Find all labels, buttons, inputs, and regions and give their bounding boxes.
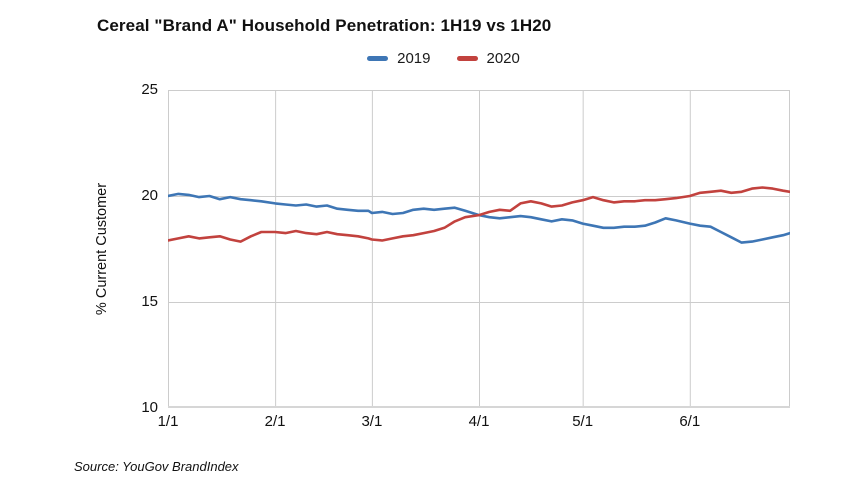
plot-area (166, 90, 792, 408)
x-tick-label: 3/1 (361, 413, 383, 430)
x-tick-label: 2/1 (264, 413, 286, 430)
legend-swatch-2020 (456, 55, 478, 61)
x-tick-label: 6/1 (679, 413, 701, 430)
y-tick-label: 10 (141, 399, 158, 416)
x-tick-label: 4/1 (468, 413, 490, 430)
legend-item-2020: 2020 (456, 49, 520, 67)
series-2020-line (166, 186, 792, 243)
y-tick-label: 15 (141, 293, 158, 310)
legend-item-2019: 2019 (367, 49, 431, 67)
x-axis-tick-labels: 1/1 2/1 3/1 4/1 5/1 6/1 (158, 413, 790, 433)
x-tick-label: 5/1 (572, 413, 594, 430)
legend-label-2019: 2019 (397, 49, 431, 67)
y-tick-label: 20 (141, 187, 158, 204)
legend-label-2020: 2020 (486, 49, 520, 67)
legend-swatch-2019 (367, 55, 389, 61)
y-axis-tick-labels: 10 15 20 25 (0, 81, 158, 416)
chart-title: Cereal "Brand A" Household Penetration: … (97, 16, 552, 35)
chart-legend: 2019 2020 (38, 48, 849, 68)
x-tick-label: 1/1 (157, 413, 179, 430)
y-tick-label: 25 (141, 81, 158, 98)
source-note: Source: YouGov BrandIndex (74, 459, 239, 474)
line-chart-svg (166, 90, 792, 408)
